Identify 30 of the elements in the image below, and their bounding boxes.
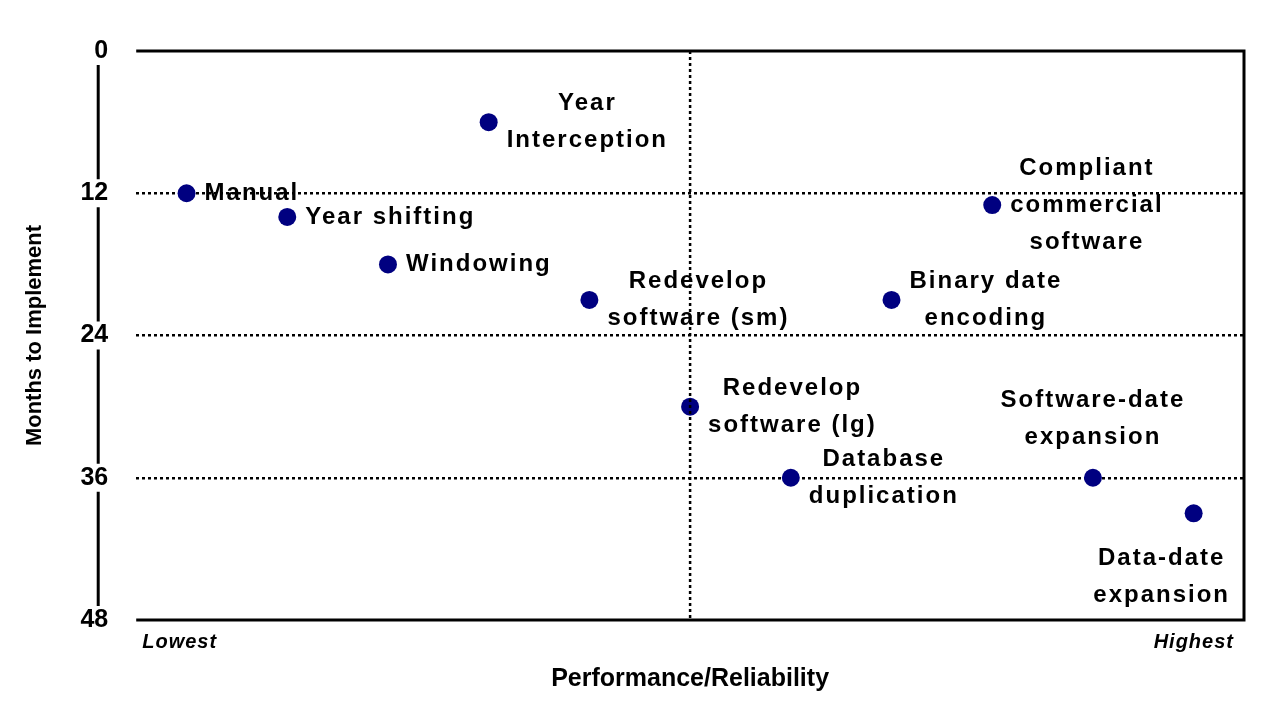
y-tick-label: 36: [80, 461, 109, 490]
point: [781, 468, 800, 487]
data-label: Windowing: [405, 249, 552, 276]
text: Lowest: [142, 629, 218, 652]
data-label: Data-date expansion: [1093, 542, 1230, 607]
data-label: Binary date encoding: [909, 266, 1063, 331]
y-tick-label: 24: [80, 319, 109, 348]
data-label: Redevelop software (lg): [708, 372, 877, 437]
point: [1184, 504, 1203, 523]
y-tick-label: 0: [94, 34, 109, 63]
point: [1083, 468, 1102, 487]
point: [278, 207, 297, 226]
point: [580, 290, 599, 309]
data-label: Software-date expansion: [1000, 385, 1186, 450]
point: [177, 184, 196, 203]
y-tick-label: 48: [80, 603, 109, 632]
y-axis-title: Months to Implement: [21, 224, 47, 447]
y-tick-label: 12: [80, 177, 109, 206]
data-label: Compliant commercial software: [1010, 152, 1164, 254]
data-label: Database duplication: [808, 443, 959, 508]
point: [681, 397, 700, 416]
x-axis-title: Performance/Reliability: [551, 662, 830, 691]
point: [882, 290, 901, 309]
point: [983, 196, 1002, 215]
data-label: Year shifting: [305, 201, 476, 229]
text: Highest: [1153, 629, 1235, 652]
data-label: Year Interception: [506, 88, 669, 153]
point: [378, 255, 397, 274]
point: [479, 113, 498, 132]
data-label: Redevelop software (sm): [607, 266, 790, 331]
